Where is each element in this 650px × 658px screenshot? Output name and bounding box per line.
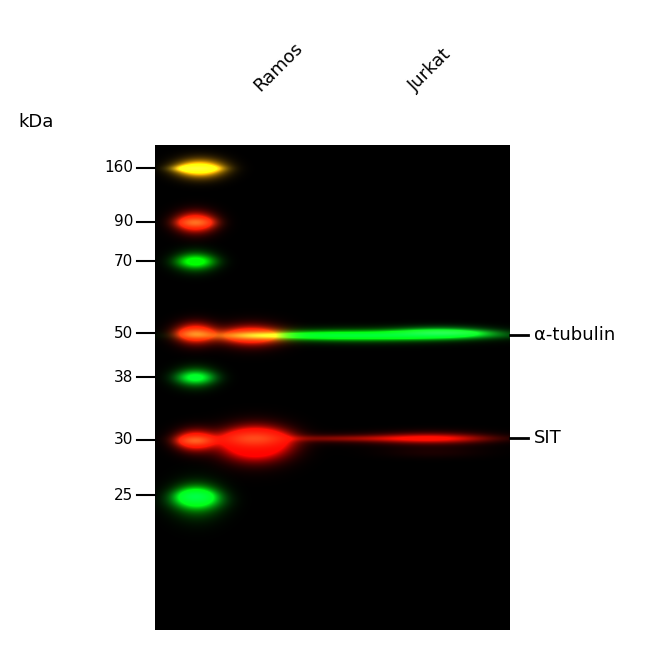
Text: 160: 160 [104,161,133,176]
Text: 70: 70 [114,253,133,268]
Text: Ramos: Ramos [250,39,306,95]
Text: 38: 38 [114,370,133,384]
Text: 50: 50 [114,326,133,340]
Text: Jurkat: Jurkat [405,45,455,95]
Text: 90: 90 [114,215,133,230]
Text: 25: 25 [114,488,133,503]
Text: kDa: kDa [18,113,53,131]
Text: 30: 30 [114,432,133,447]
Text: α-tubulin: α-tubulin [534,326,616,344]
Text: SIT: SIT [534,429,562,447]
